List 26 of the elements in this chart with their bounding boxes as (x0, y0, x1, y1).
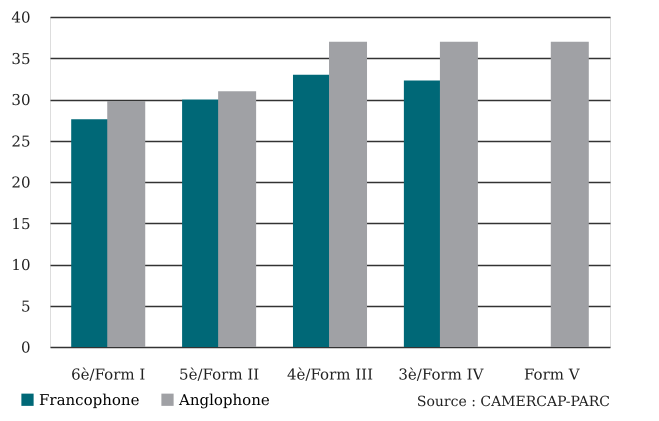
y-tick-label: 0 (20, 338, 30, 356)
bar (404, 80, 442, 347)
bar (550, 42, 589, 347)
legend-label: Anglophone (178, 390, 270, 409)
y-tick-label: 40 (11, 8, 30, 26)
x-tick-label: 6è/Form I (71, 366, 146, 384)
y-tick-label: 10 (11, 256, 30, 274)
y-tick-label: 35 (11, 50, 30, 68)
x-tick-label: 4è/Form III (286, 366, 374, 384)
bar (329, 42, 368, 347)
bar (440, 42, 478, 347)
bar (218, 91, 256, 347)
y-tick-label: 20 (11, 174, 30, 192)
y-tick-label: 15 (11, 214, 30, 233)
y-tick-label: 25 (11, 132, 30, 150)
y-tick-label: 5 (20, 297, 30, 316)
bar (292, 74, 331, 347)
source-note: Source : CAMERCAP-PARC (416, 394, 610, 410)
bar (107, 101, 146, 347)
x-tick-label: Form V (524, 366, 581, 384)
legend-label: Francophone (39, 390, 140, 409)
y-tick-label: 30 (11, 91, 30, 109)
bar (71, 119, 110, 347)
x-tick-label: 5è/Form II (179, 366, 260, 384)
x-tick-label: 3è/Form IV (398, 366, 485, 384)
bar (182, 100, 220, 347)
